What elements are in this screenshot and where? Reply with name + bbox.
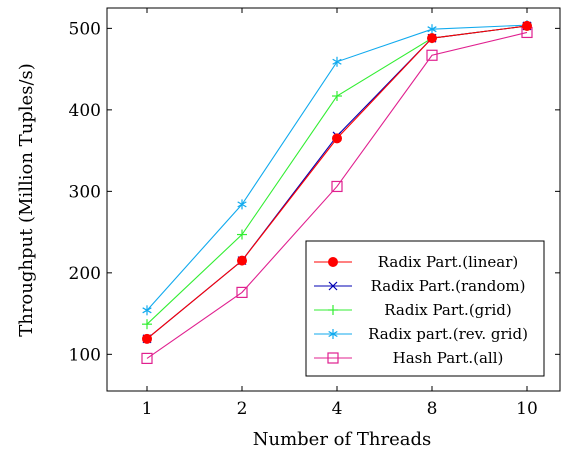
data-point	[331, 180, 343, 193]
legend-label: Radix part.(rev. grid)	[368, 325, 528, 343]
data-point	[237, 199, 247, 210]
x-axis-title: Number of Threads	[253, 429, 431, 450]
legend-label: Radix Part.(grid)	[384, 301, 511, 319]
legend-marker	[328, 329, 338, 339]
legend-marker	[327, 352, 339, 364]
data-point	[522, 20, 532, 31]
data-point	[236, 286, 248, 298]
y-tick-label: 500	[69, 19, 101, 39]
y-axis-ticks: 100 200 300 400 500	[69, 19, 560, 365]
legend-marker	[328, 257, 338, 267]
y-tick-label: 200	[69, 264, 101, 284]
legend-marker	[328, 281, 338, 291]
series-0	[142, 20, 532, 344]
x-tick-label: 4	[332, 399, 343, 419]
legend-entry: Radix Part.(random)	[314, 277, 525, 295]
x-tick-label: 8	[427, 399, 438, 419]
legend-label: Radix Part.(random)	[371, 277, 526, 295]
data-point	[142, 333, 152, 344]
x-tick-label: 10	[516, 399, 538, 419]
data-point	[332, 91, 342, 102]
y-tick-label: 300	[69, 182, 101, 202]
data-point	[237, 229, 247, 240]
data-point	[332, 56, 342, 67]
legend-box	[305, 240, 545, 377]
x-tick-label: 2	[237, 399, 248, 419]
series-line	[146, 31, 528, 359]
y-tick-label: 100	[69, 345, 101, 365]
legend-label: Hash Part.(all)	[393, 349, 504, 367]
legend-entry: Radix Part.(linear)	[314, 253, 518, 271]
plot-frame	[106, 7, 561, 392]
data-point	[332, 133, 342, 144]
data-point	[142, 319, 152, 330]
series-4	[141, 26, 533, 365]
data-point	[427, 33, 437, 44]
y-tick-label: 400	[69, 101, 101, 121]
x-axis-ticks: 1 2 4 8 10	[142, 8, 538, 419]
data-point	[141, 352, 153, 365]
data-point	[427, 24, 437, 35]
legend: Radix Part.(linear) Radix Part.(random) Ra…	[305, 240, 545, 377]
data-point	[237, 255, 247, 266]
data-point	[426, 49, 438, 61]
y-axis-title: Throughput (Million Tuples/s)	[16, 63, 37, 337]
x-tick-label: 1	[142, 399, 153, 419]
legend-entry: Radix part.(rev. grid)	[314, 325, 528, 343]
data-point	[142, 305, 152, 316]
legend-entry: Hash Part.(all)	[314, 349, 503, 367]
series-layer	[141, 20, 533, 365]
legend-entry: Radix Part.(grid)	[314, 301, 512, 319]
legend-marker	[328, 305, 338, 315]
legend-label: Radix Part.(linear)	[378, 253, 519, 271]
